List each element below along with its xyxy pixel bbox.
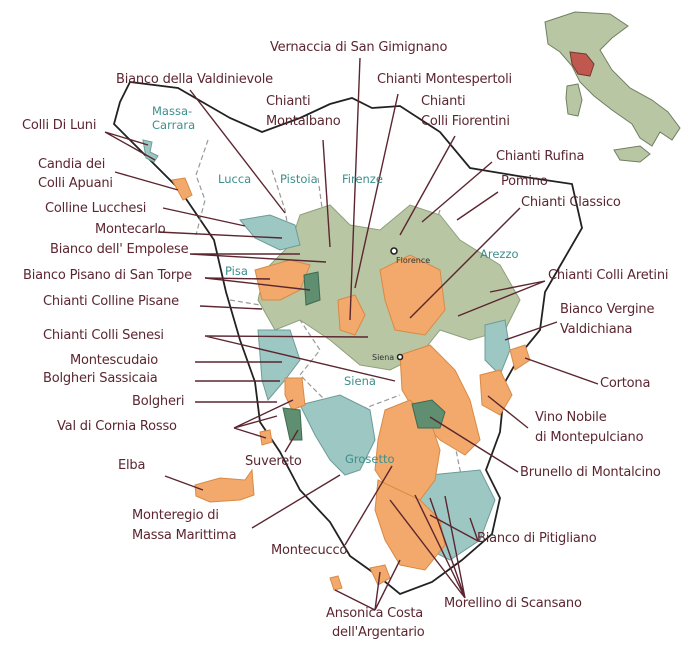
zone-orange-candia: [171, 177, 193, 201]
label-colline-pisane: Chianti Colline Pisane: [43, 294, 179, 309]
province-massa-carrara-1: Massa-: [152, 104, 193, 118]
province-lucca: Lucca: [218, 172, 252, 186]
zone-dark-santorpe: [303, 271, 321, 306]
zone-luni: [142, 139, 159, 163]
province-siena: Siena: [344, 374, 376, 388]
zone-teal-west: [239, 214, 301, 251]
city-siena: Siena: [372, 353, 395, 362]
label-empolese: Bianco dell' Empolese: [50, 242, 189, 257]
label-chianti-classico: Chianti Classico: [521, 195, 621, 210]
label-rufina: Chianti Rufina: [496, 149, 585, 164]
province-pistoia: Pistoia: [280, 172, 318, 186]
label-suvereto: Suvereto: [245, 454, 302, 469]
label-colli-di-luni: Colli Di Luni: [22, 118, 97, 133]
italy-shape: [544, 11, 681, 147]
label-valdichiana-2: Valdichiana: [560, 322, 633, 337]
label-morellino: Morellino di Scansano: [444, 596, 582, 611]
sardinia-shape: [565, 83, 583, 117]
label-colline-lucchesi: Colline Lucchesi: [45, 201, 147, 216]
italy-inset: [544, 11, 681, 163]
leader-lines: [104, 57, 599, 611]
province-pisa: Pisa: [225, 264, 248, 278]
label-ansonica-2: dell'Argentario: [332, 625, 425, 640]
label-nobile-2: di Montepulciano: [535, 430, 644, 445]
zone-teal-east: [484, 319, 511, 376]
zone-orange-classico: [379, 254, 446, 336]
zone-teal-grosseto: [299, 394, 376, 476]
florence-marker: [390, 247, 398, 255]
label-val-di-cornia: Val di Cornia Rosso: [57, 419, 177, 434]
label-elba: Elba: [118, 458, 146, 473]
label-candia-1: Candia dei: [38, 157, 106, 172]
label-montalbano-1: Chianti: [266, 94, 311, 109]
label-cortona: Cortona: [600, 376, 651, 391]
siena-marker: [396, 353, 404, 361]
label-colli-senesi: Chianti Colli Senesi: [43, 328, 164, 343]
zone-orange-sangim: [337, 294, 366, 336]
label-brunello: Brunello di Montalcino: [520, 465, 661, 480]
label-fiorentini-1: Chianti: [421, 94, 466, 109]
label-bolgheri: Bolgheri: [132, 394, 185, 409]
label-fiorentini-2: Colli Fiorentini: [421, 114, 510, 129]
label-monteregio-1: Monteregio di: [132, 508, 219, 523]
label-pomino: Pomino: [501, 174, 548, 189]
label-montecucco: Montecucco: [271, 543, 348, 558]
province-firenze: Firenze: [342, 172, 383, 186]
inset-tuscany: [569, 51, 595, 77]
label-nobile-1: Vino Nobile: [535, 410, 607, 425]
zone-orange-giglio: [329, 575, 343, 591]
label-candia-2: Colli Apuani: [38, 176, 113, 191]
province-arezzo: Arezzo: [480, 247, 519, 261]
province-massa-carrara-2: Carrara: [152, 118, 196, 132]
label-pitigliano: Bianco di Pitigliano: [477, 531, 597, 546]
province-grosetto: Grosetto: [345, 452, 395, 466]
label-valdichiana-1: Bianco Vergine: [560, 302, 655, 317]
label-colli-aretini: Chianti Colli Aretini: [548, 268, 669, 283]
label-vernaccia: Vernaccia di San Gimignano: [270, 40, 448, 55]
label-montecarlo: Montecarlo: [95, 222, 166, 237]
sicily-shape: [613, 145, 651, 163]
label-san-torpe: Bianco Pisano di San Torpe: [23, 268, 192, 283]
label-montespertoli: Chianti Montespertoli: [377, 72, 512, 87]
label-ansonica-1: Ansonica Costa: [326, 606, 424, 621]
label-montalbano-2: Montalbano: [266, 114, 341, 129]
zone-orange-elba: [194, 468, 255, 503]
label-valdinievole: Bianco della Valdinievole: [116, 72, 273, 87]
city-florence: Florence: [396, 256, 431, 265]
zone-orange-nobile: [479, 369, 513, 416]
label-sassicaia: Bolgheri Sassicaia: [43, 371, 158, 386]
label-monteregio-2: Massa Marittima: [132, 528, 237, 543]
label-montescudaio: Montescudaio: [70, 353, 159, 368]
